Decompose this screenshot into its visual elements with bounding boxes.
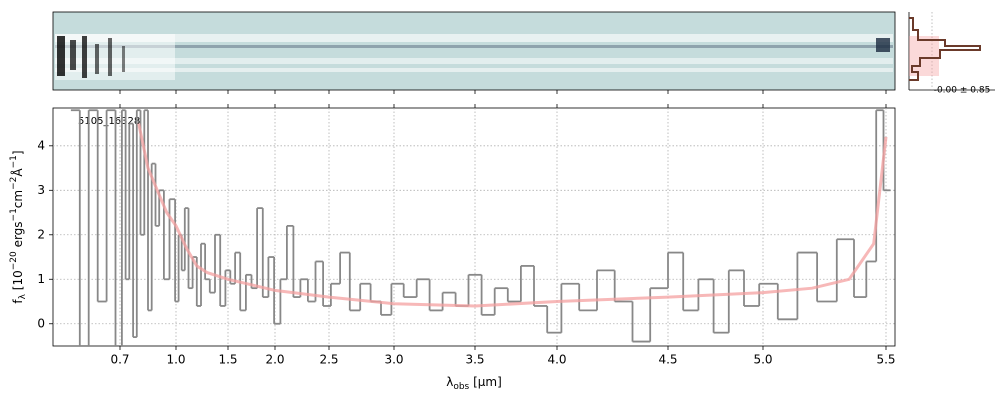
y-label-part: −1 [9, 155, 19, 168]
x-tick-label: 0.7 [110, 353, 129, 367]
x-tick-label: 2.5 [319, 353, 338, 367]
x-tick-label: 1.0 [166, 353, 185, 367]
y-label-part: Å [10, 168, 25, 177]
x-tick-label: 3.5 [465, 353, 484, 367]
y-label-part: [10 [11, 270, 25, 294]
y-label-part: f [11, 299, 25, 304]
x-tick-label: 1.5 [218, 353, 237, 367]
y-axis-label: fλ [10−20 ergs−1cm−2Å−1] [9, 150, 28, 303]
model-line [137, 123, 888, 308]
y-label-part: ] [11, 150, 25, 155]
x-axis-label: λobs [μm] [446, 375, 502, 392]
y-label-part: −2 [9, 177, 19, 190]
profile-annotation: -0.00 ± 0.85 [934, 86, 991, 96]
x-tick-label: 2.0 [265, 353, 284, 367]
x-label-part: λ [446, 375, 453, 389]
x-tick-label: 5.0 [753, 353, 772, 367]
y-label-part: cm [11, 190, 25, 208]
x-label-part: μm [478, 375, 497, 389]
y-tick-label: 0 [37, 316, 45, 330]
plot-frame [52, 107, 896, 347]
y-label-part: −20 [9, 251, 19, 270]
x-tick-label: 4.0 [547, 353, 566, 367]
y-label-part: λ [18, 293, 28, 299]
y-label-part: ergs [11, 221, 25, 251]
x-tick-label: 4.5 [658, 353, 677, 367]
x-label-part: ] [497, 375, 502, 389]
profile-panel: -0.00 ± 0.85 [908, 12, 995, 96]
object-label: 5105_16328 [78, 116, 140, 127]
y-label-part: −1 [9, 208, 19, 221]
x-label-part: obs [453, 382, 469, 392]
y-tick-label: 1 [37, 272, 45, 286]
x-label-part: [ [469, 375, 478, 389]
y-tick-label: 4 [37, 138, 45, 152]
step-connector [78, 110, 885, 346]
y-tick-label: 2 [37, 227, 45, 241]
x-tick-label: 5.5 [876, 353, 895, 367]
x-tick-label: 3.0 [384, 353, 403, 367]
y-tick-label: 3 [37, 183, 45, 197]
spectrum-2d [52, 11, 896, 91]
